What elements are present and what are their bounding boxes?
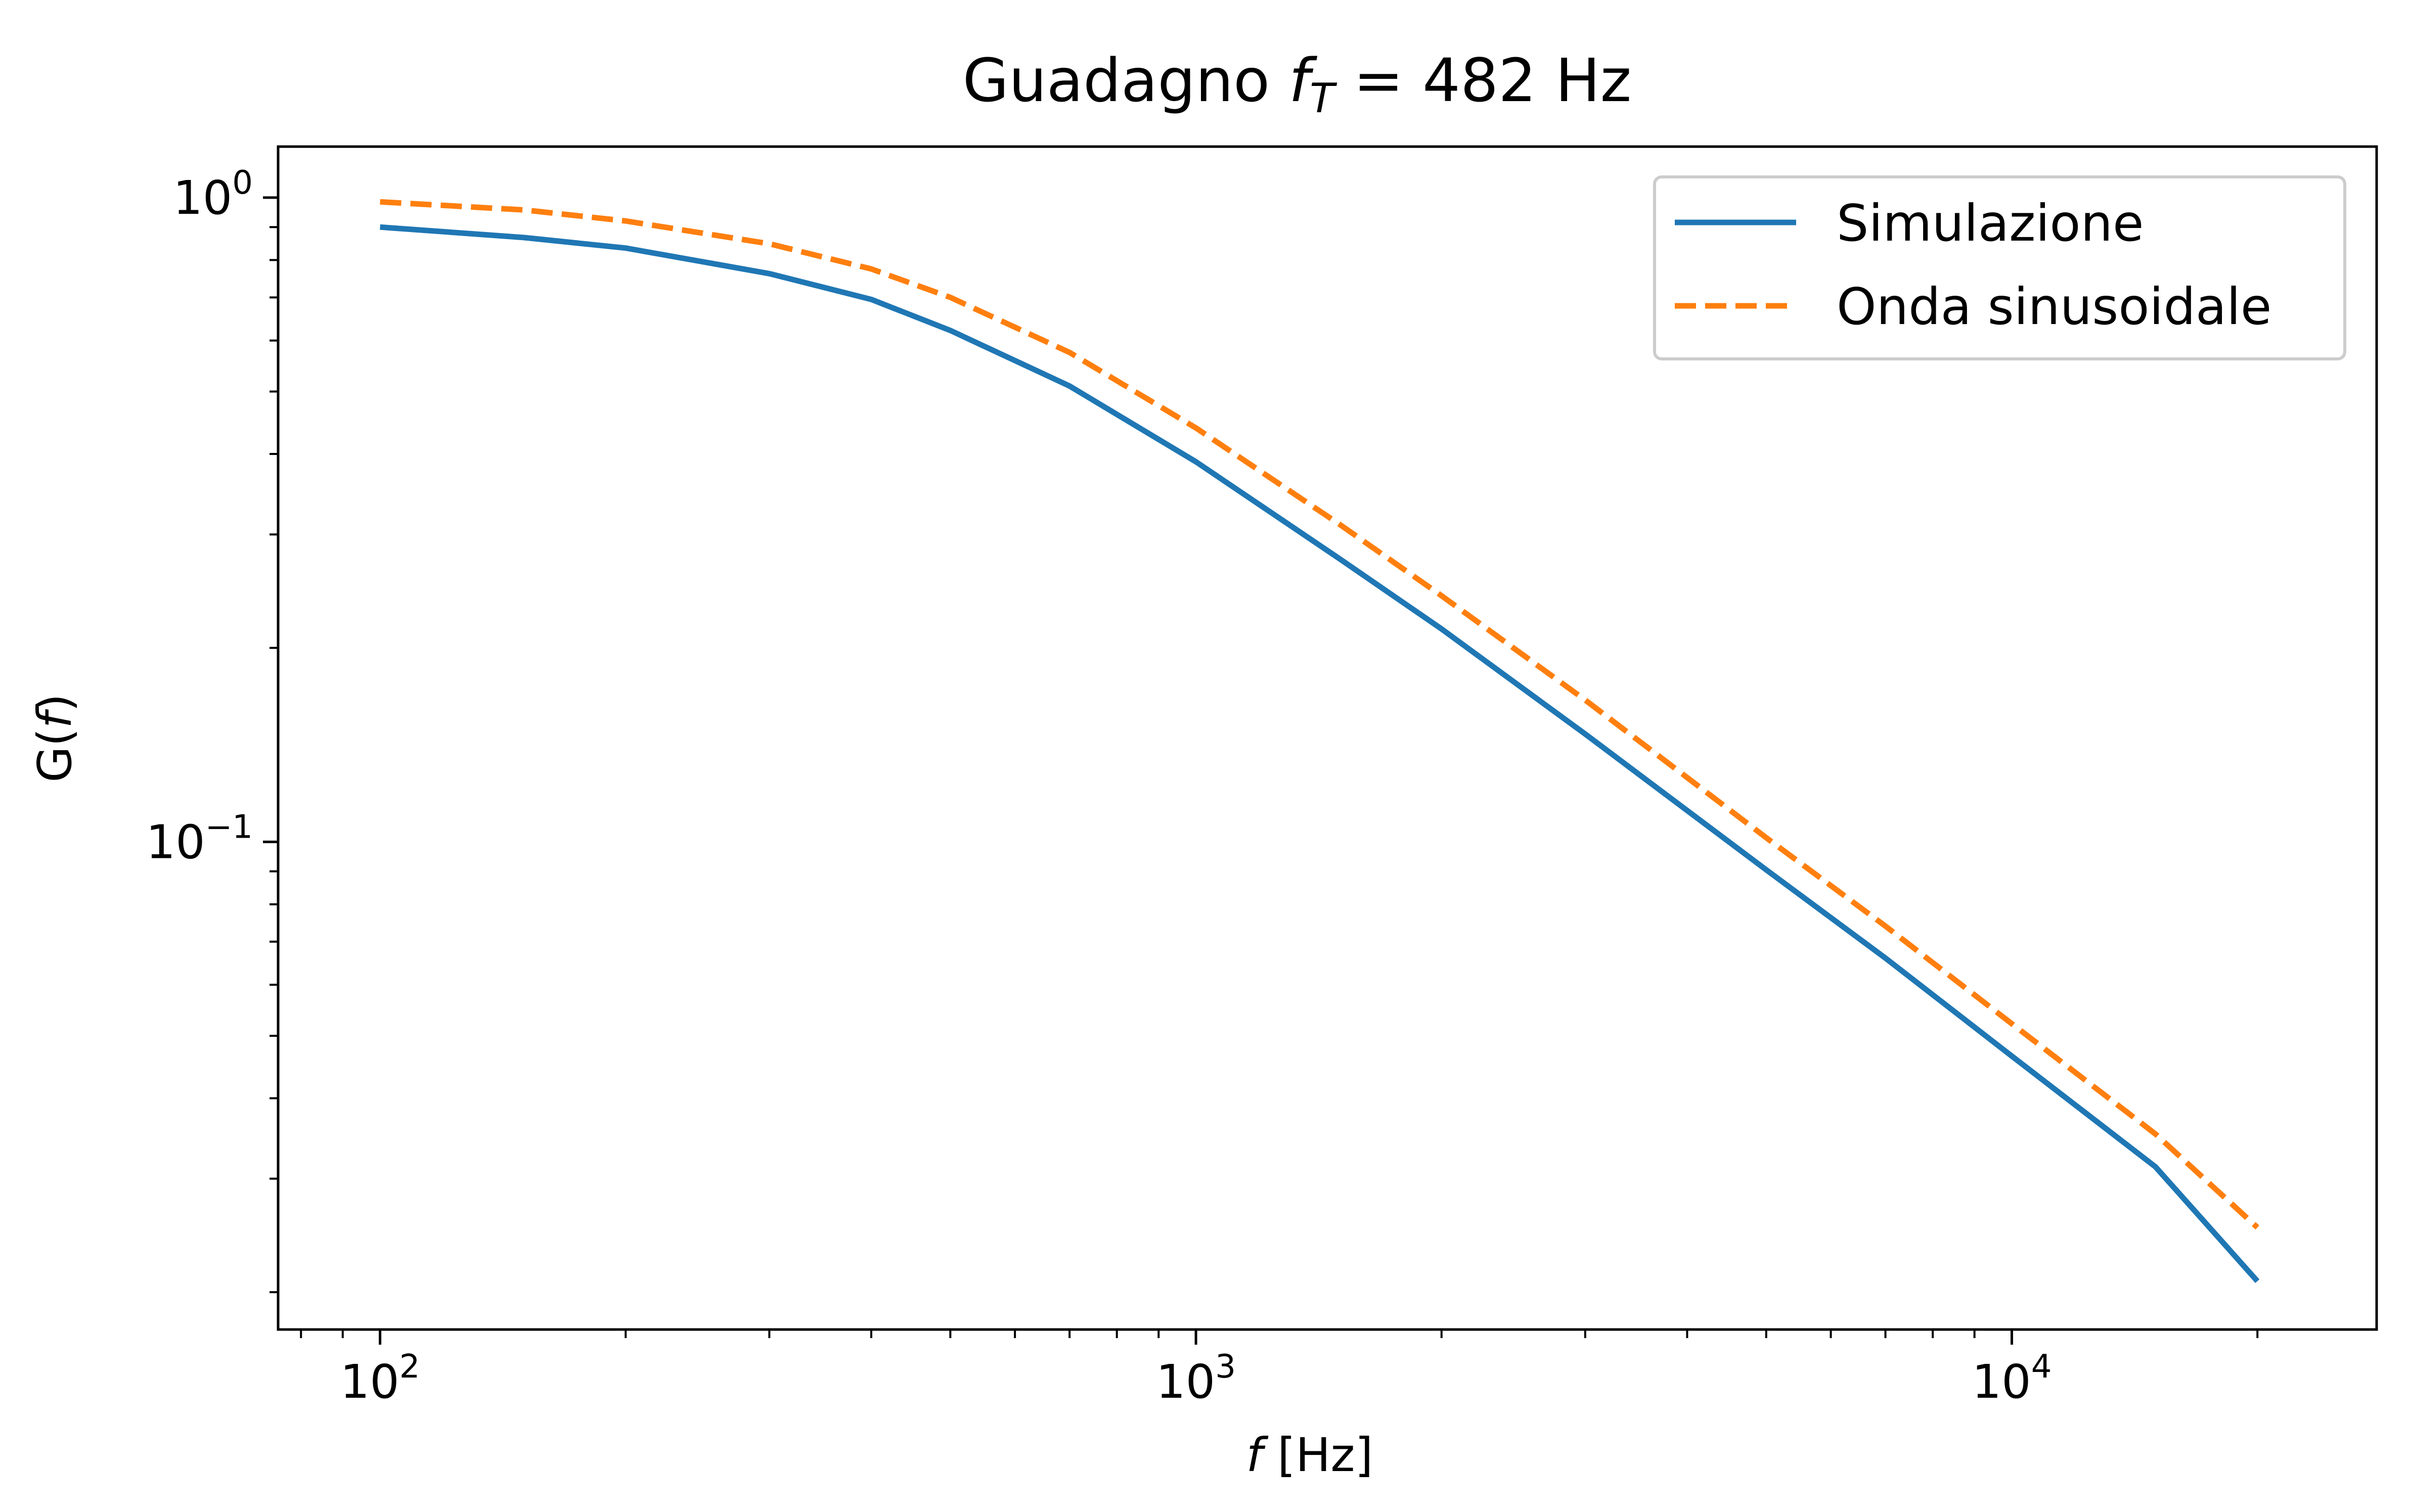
plot-area: [277, 145, 2378, 1331]
axes-frame: [277, 145, 2378, 1331]
x-tick-label: 103: [1156, 1348, 1236, 1409]
x-axis-label: f [Hz]: [1246, 1428, 1373, 1482]
y-tick-label: 100: [173, 164, 253, 225]
legend-frame: [1653, 175, 2346, 360]
y-axis-label: G(f): [28, 694, 82, 782]
series-line-simulazione: [380, 224, 2260, 1284]
x-axis: 102 103 104: [300, 1330, 2259, 1409]
legend-label-onda-sinusoidale: Onda sinusoidale: [1837, 277, 2271, 336]
x-tick-label: 104: [1972, 1348, 2052, 1409]
x-tick-label: 102: [340, 1348, 420, 1409]
y-axis: 100 10−1: [146, 164, 278, 1294]
chart-title: Guadagno fT = 482 Hz: [963, 45, 1632, 122]
y-tick-label: 10−1: [146, 808, 253, 869]
legend-label-simulazione: Simulazione: [1837, 194, 2144, 253]
legend: Simulazione Onda sinusoidale: [1653, 175, 2346, 360]
series-line-onda-sinusoidale: [380, 199, 2259, 1230]
